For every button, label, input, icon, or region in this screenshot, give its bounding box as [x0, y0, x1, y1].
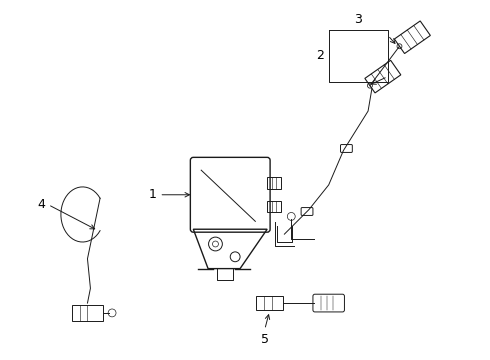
Text: 3: 3 — [354, 13, 362, 26]
Text: 4: 4 — [37, 198, 45, 211]
Text: 2: 2 — [316, 49, 324, 62]
Text: 5: 5 — [261, 333, 269, 346]
Text: 1: 1 — [148, 188, 156, 201]
